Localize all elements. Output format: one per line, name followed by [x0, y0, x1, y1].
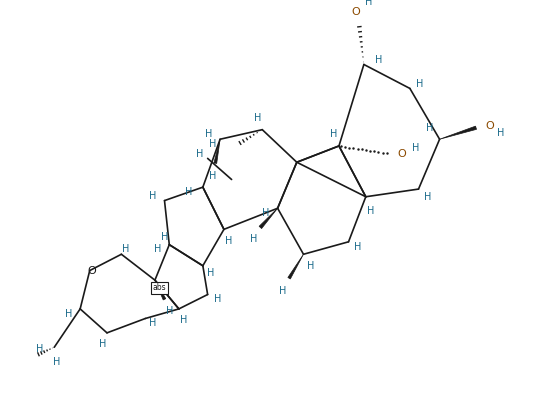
Text: H: H — [426, 123, 434, 133]
Text: H: H — [424, 192, 432, 202]
Text: H: H — [207, 269, 214, 279]
Text: abs: abs — [153, 283, 166, 292]
Text: H: H — [122, 245, 130, 255]
Text: H: H — [185, 187, 192, 197]
Text: H: H — [98, 340, 106, 350]
Text: H: H — [330, 129, 338, 139]
Text: H: H — [53, 357, 60, 367]
Polygon shape — [155, 280, 166, 300]
Text: H: H — [412, 143, 419, 153]
Text: H: H — [375, 55, 382, 65]
Text: H: H — [209, 171, 216, 181]
Text: H: H — [254, 113, 261, 123]
Text: H: H — [154, 245, 162, 255]
Text: H: H — [65, 309, 72, 319]
Text: H: H — [308, 261, 315, 271]
Text: H: H — [367, 206, 374, 216]
Polygon shape — [440, 126, 476, 139]
Text: H: H — [279, 286, 286, 296]
Polygon shape — [259, 208, 278, 229]
Text: H: H — [263, 208, 270, 218]
Text: H: H — [205, 129, 212, 139]
Text: H: H — [149, 191, 157, 201]
Text: H: H — [161, 232, 168, 242]
Text: H: H — [214, 294, 221, 304]
Text: H: H — [149, 318, 157, 328]
Text: O: O — [352, 7, 360, 17]
Text: H: H — [365, 0, 372, 7]
Polygon shape — [214, 139, 220, 164]
Text: H: H — [225, 236, 233, 246]
Text: H: H — [250, 234, 257, 244]
Text: O: O — [397, 148, 405, 159]
Text: H: H — [416, 79, 423, 89]
Text: H: H — [165, 306, 173, 316]
Text: H: H — [36, 344, 43, 354]
Text: H: H — [209, 139, 216, 149]
Text: O: O — [485, 121, 494, 131]
Text: H: H — [197, 148, 204, 159]
Text: H: H — [497, 128, 505, 138]
Polygon shape — [288, 254, 303, 279]
Text: O: O — [88, 266, 96, 276]
Text: H: H — [180, 315, 187, 326]
Text: H: H — [354, 242, 362, 252]
